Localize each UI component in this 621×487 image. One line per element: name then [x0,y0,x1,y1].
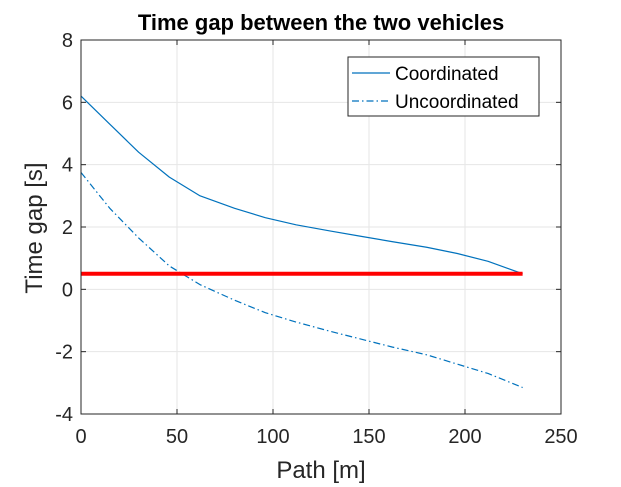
x-tick-label: 150 [352,426,385,448]
y-tick-label: -4 [55,404,73,426]
series-group [80,95,523,389]
x-tick-label: 100 [256,426,289,448]
x-axis-label: Path [m] [276,457,365,484]
y-tick-label: 6 [62,92,73,114]
x-tick-label: 50 [166,426,188,448]
y-axis-label: Time gap [s] [21,162,48,293]
x-tick-label: 200 [448,426,481,448]
x-tick-label: 250 [544,426,577,448]
y-tick-label: 0 [62,279,73,301]
series-line-uncoordinated [80,172,523,389]
legend: Coordinated Uncoordinated [347,56,540,117]
y-tick-label: 4 [62,155,73,177]
y-tick-label: 2 [62,217,73,239]
legend-label-uncoordinated: Uncoordinated [395,92,519,113]
ticks: 0 50 100 150 200 250 -4 -2 0 2 4 6 8 [55,30,577,448]
y-tick-label: 8 [62,30,73,52]
grid [80,39,562,415]
y-tick-label: -2 [55,342,73,364]
legend-label-coordinated: Coordinated [395,64,499,85]
series-line-coordinated [80,95,523,275]
legend-box [347,56,540,117]
x-tick-label: 0 [75,426,86,448]
chart-title: Time gap between the two vehicles [138,10,504,35]
